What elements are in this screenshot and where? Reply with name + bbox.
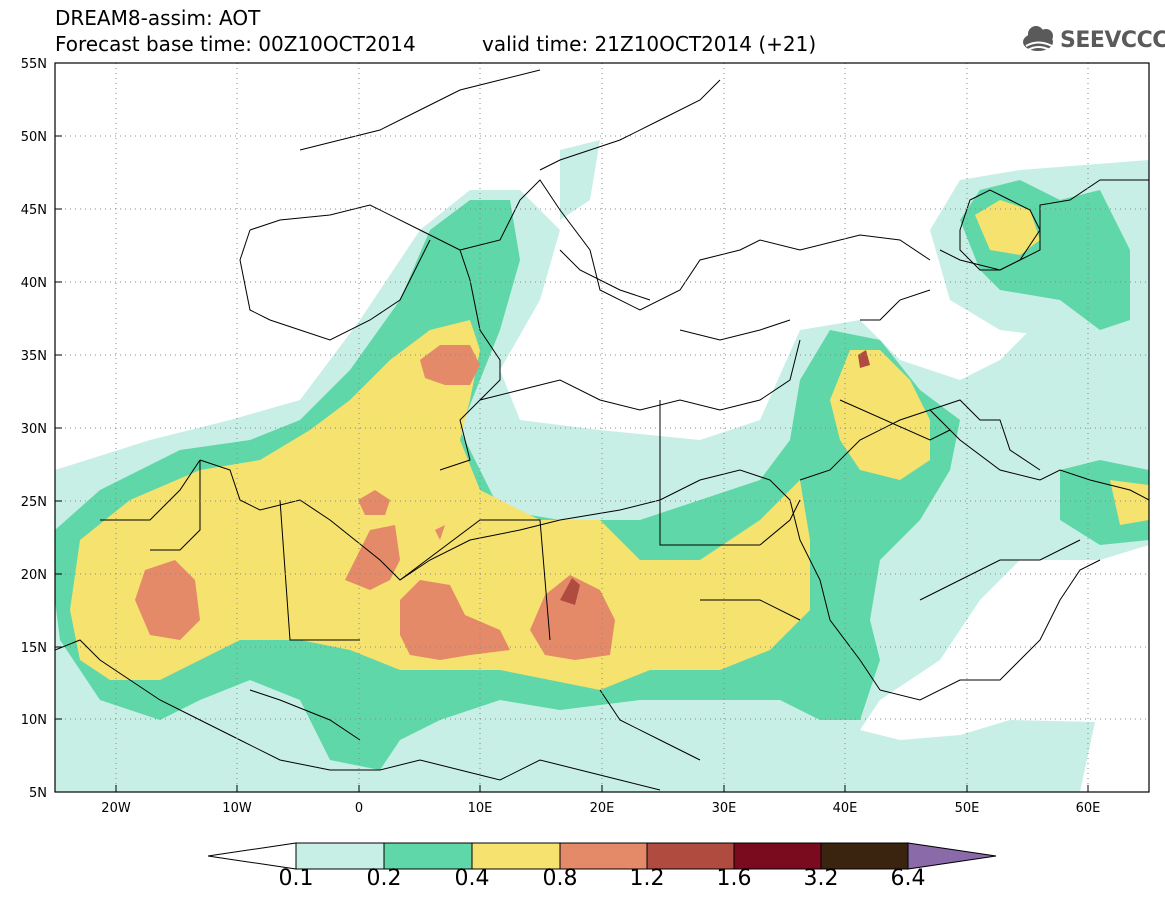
lat-label: 50N <box>21 130 47 145</box>
lon-label: 10W <box>222 801 252 816</box>
logo-text: SEEVCCC <box>1060 28 1165 53</box>
colorbar-swatch <box>383 842 473 870</box>
lat-label: 5N <box>29 786 47 801</box>
lon-label: 20E <box>590 801 615 816</box>
lat-label: 40N <box>21 276 47 291</box>
colorbar-above-triangle <box>907 842 997 870</box>
colorbar-label: 1.2 <box>629 866 665 891</box>
colorbar-label: 0.8 <box>542 866 578 891</box>
colorbar-label: 0.1 <box>278 866 314 891</box>
colorbar-swatch <box>559 842 648 870</box>
lat-label: 15N <box>21 641 47 656</box>
cloud-icon <box>1023 26 1053 51</box>
colorbar <box>207 842 997 870</box>
lat-label: 25N <box>21 495 47 510</box>
colorbar-label: 6.4 <box>890 866 926 891</box>
colorbar-swatch <box>471 842 561 870</box>
lat-label: 20N <box>21 568 47 583</box>
lon-label: 50E <box>955 801 980 816</box>
lon-label: 60E <box>1076 801 1101 816</box>
colorbar-label: 0.4 <box>454 866 490 891</box>
lon-label: 10E <box>468 801 493 816</box>
colorbar-label: 0.2 <box>366 866 402 891</box>
lon-label: 20W <box>101 801 131 816</box>
coastlines <box>55 69 1149 791</box>
lon-label: 30E <box>712 801 737 816</box>
valid-time: valid time: 21Z10OCT2014 (+21) <box>482 32 817 56</box>
latitude-labels: 55N 50N 45N 40N 35N 30N 25N 20N 15N 10N … <box>21 57 47 801</box>
lat-label: 45N <box>21 203 47 218</box>
lon-label: 0 <box>355 801 363 816</box>
colorbar-label: 3.2 <box>803 866 839 891</box>
colorbar-label: 1.6 <box>716 866 752 891</box>
map-title: DREAM8-assim: AOT <box>55 6 261 30</box>
lat-label: 35N <box>21 349 47 364</box>
colorbar-swatch <box>646 842 735 870</box>
colorbar-swatch <box>733 842 822 870</box>
aot-field <box>55 63 1149 792</box>
forecast-base-time: Forecast base time: 00Z10OCT2014 <box>55 32 416 56</box>
lon-label: 40E <box>833 801 858 816</box>
axis-ticks <box>55 62 1089 793</box>
lat-label: 30N <box>21 422 47 437</box>
lat-label: 55N <box>21 57 47 72</box>
longitude-labels: 20W 10W 0 10E 20E 30E 40E 50E 60E <box>101 801 1100 816</box>
lat-label: 10N <box>21 713 47 728</box>
